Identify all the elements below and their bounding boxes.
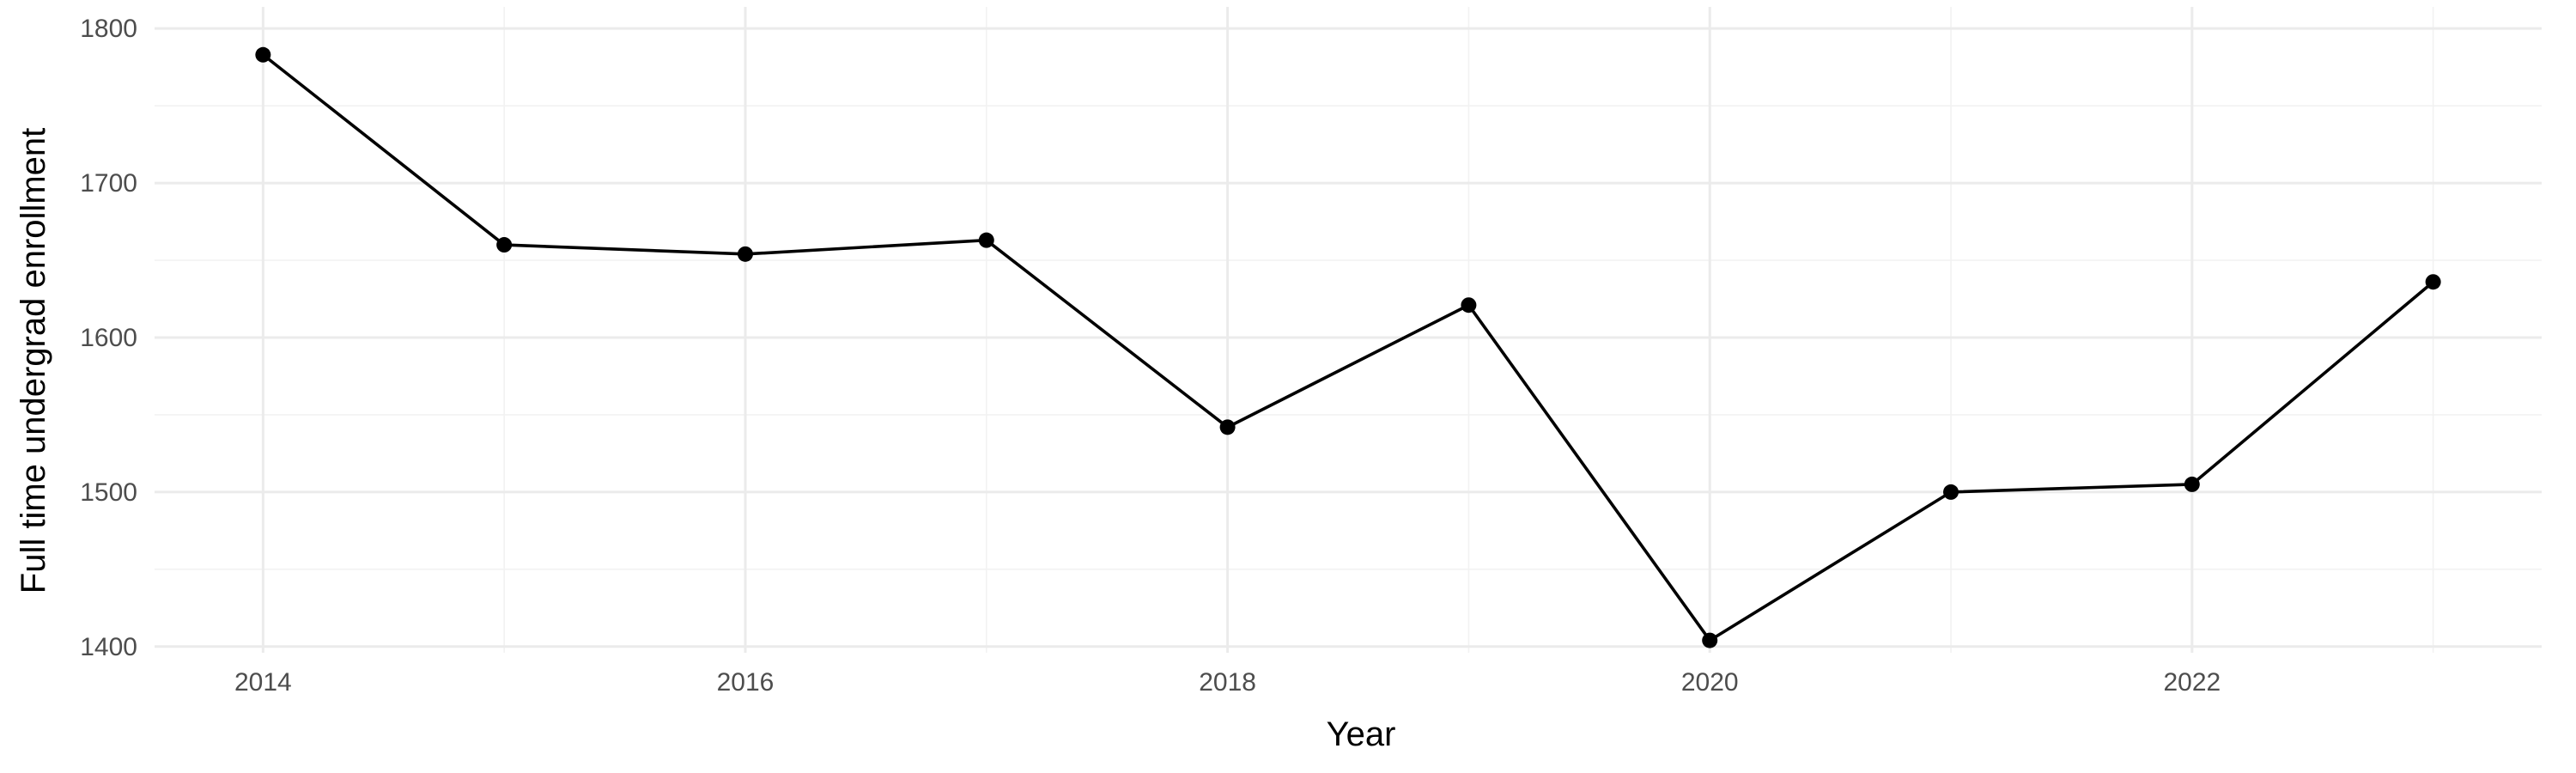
data-point <box>1702 632 1718 648</box>
grid <box>155 7 2542 653</box>
data-point <box>255 46 271 63</box>
data-point <box>2184 476 2200 492</box>
y-tick-label: 1500 <box>80 478 137 507</box>
x-tick-label: 2020 <box>1681 668 1739 697</box>
tick-labels: 1400 1500 1600 1700 1800 2014 2016 2018 2020 2022 <box>80 15 2221 697</box>
data-point <box>1461 297 1477 313</box>
series-line <box>262 53 2434 642</box>
x-tick-label: 2014 <box>234 668 292 697</box>
x-axis-title: Year <box>1327 715 1396 753</box>
data-point <box>496 237 513 253</box>
data-point <box>2425 274 2441 290</box>
y-tick-label: 1700 <box>80 169 137 198</box>
x-tick-label: 2018 <box>1199 668 1256 697</box>
y-tick-label: 1800 <box>80 15 137 43</box>
x-tick-label: 2016 <box>717 668 775 697</box>
data-point <box>1219 419 1236 435</box>
data-point <box>737 246 753 262</box>
y-tick-label: 1400 <box>80 633 137 661</box>
y-tick-label: 1600 <box>80 324 137 352</box>
series-layer <box>262 53 2434 642</box>
data-point <box>978 232 994 248</box>
points-layer <box>255 46 2441 648</box>
data-point <box>1943 484 1959 500</box>
x-tick-label: 2022 <box>2163 668 2221 697</box>
y-axis-title: Full time undergrad enrollment <box>15 128 52 593</box>
